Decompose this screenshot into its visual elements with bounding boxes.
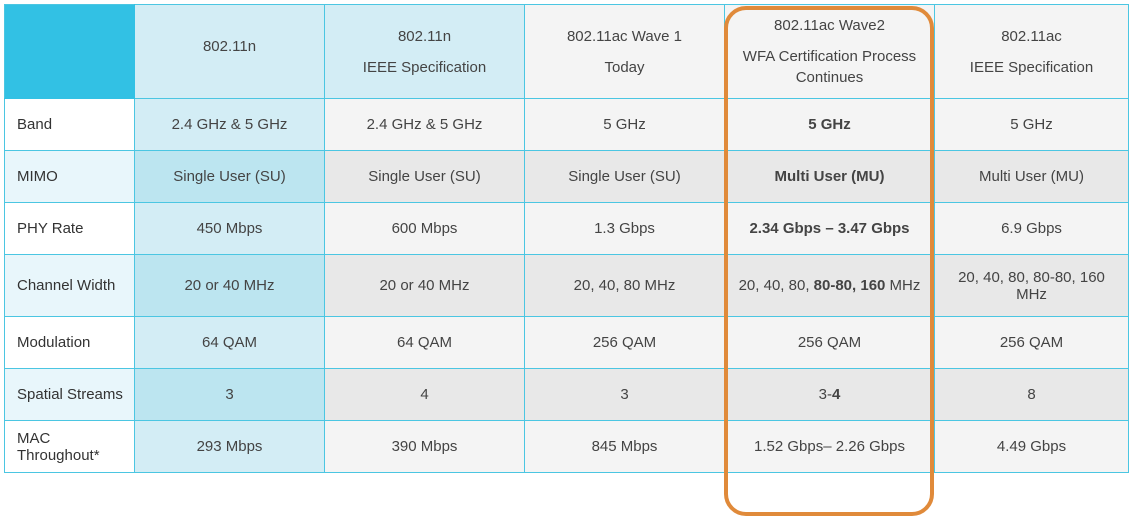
row-label: Band — [5, 99, 135, 151]
table-cell: 5 GHz — [725, 99, 935, 151]
header-corner — [5, 5, 135, 99]
row-label: Modulation — [5, 317, 135, 369]
table-cell: 2.4 GHz & 5 GHz — [325, 99, 525, 151]
table-row: Band2.4 GHz & 5 GHz2.4 GHz & 5 GHz5 GHz5… — [5, 99, 1129, 151]
table-cell: 64 QAM — [135, 317, 325, 369]
table-cell: 64 QAM — [325, 317, 525, 369]
col-subtitle: IEEE Specification — [943, 57, 1120, 78]
col-subtitle: WFA Certification Process Continues — [733, 46, 926, 88]
col-header-ac-ieee: 802.11ac IEEE Specification — [935, 5, 1129, 99]
col-header-80211n-b: 802.11n IEEE Specification — [325, 5, 525, 99]
col-title: 802.11n — [333, 26, 516, 47]
table-cell: 20 or 40 MHz — [135, 255, 325, 317]
comparison-table: 802.11n 802.11n IEEE Specification 802.1… — [4, 4, 1129, 473]
table-cell: 8 — [935, 369, 1129, 421]
table-row: Spatial Streams3433-48 — [5, 369, 1129, 421]
row-label: Spatial Streams — [5, 369, 135, 421]
row-label: PHY Rate — [5, 203, 135, 255]
table-cell: 20 or 40 MHz — [325, 255, 525, 317]
table-cell: Multi User (MU) — [935, 151, 1129, 203]
table-cell: 2.34 Gbps – 3.47 Gbps — [725, 203, 935, 255]
table-row: Channel Width20 or 40 MHz20 or 40 MHz20,… — [5, 255, 1129, 317]
table-cell: 845 Mbps — [525, 421, 725, 473]
table-header: 802.11n 802.11n IEEE Specification 802.1… — [5, 5, 1129, 99]
table-cell: 3-4 — [725, 369, 935, 421]
col-title: 802.11ac Wave 1 — [533, 26, 716, 47]
table-cell: 20, 40, 80, 80-80, 160 MHz — [725, 255, 935, 317]
col-title: 802.11ac Wave2 — [733, 15, 926, 36]
table-row: Modulation64 QAM64 QAM256 QAM256 QAM256 … — [5, 317, 1129, 369]
table-cell: 3 — [135, 369, 325, 421]
table-cell: 293 Mbps — [135, 421, 325, 473]
table-cell: 4 — [325, 369, 525, 421]
table-cell: 6.9 Gbps — [935, 203, 1129, 255]
col-header-80211n-a: 802.11n — [135, 5, 325, 99]
row-label: MAC Throughout* — [5, 421, 135, 473]
table-body: Band2.4 GHz & 5 GHz2.4 GHz & 5 GHz5 GHz5… — [5, 99, 1129, 473]
table-cell: 600 Mbps — [325, 203, 525, 255]
table-cell: 1.3 Gbps — [525, 203, 725, 255]
table-cell: 450 Mbps — [135, 203, 325, 255]
table-cell: 256 QAM — [935, 317, 1129, 369]
table-row: MIMOSingle User (SU)Single User (SU)Sing… — [5, 151, 1129, 203]
table-cell: 2.4 GHz & 5 GHz — [135, 99, 325, 151]
table-cell: 256 QAM — [725, 317, 935, 369]
col-header-ac-wave2: 802.11ac Wave2 WFA Certification Process… — [725, 5, 935, 99]
table-cell: 5 GHz — [525, 99, 725, 151]
table-cell: 5 GHz — [935, 99, 1129, 151]
table-cell: 20, 40, 80 MHz — [525, 255, 725, 317]
table-row: MAC Throughout*293 Mbps390 Mbps845 Mbps1… — [5, 421, 1129, 473]
table-cell: 20, 40, 80, 80-80, 160 MHz — [935, 255, 1129, 317]
comparison-table-wrap: 802.11n 802.11n IEEE Specification 802.1… — [4, 4, 1128, 473]
table-cell: Single User (SU) — [135, 151, 325, 203]
table-cell: 390 Mbps — [325, 421, 525, 473]
row-label: MIMO — [5, 151, 135, 203]
col-title: 802.11n — [143, 36, 316, 57]
table-row: PHY Rate450 Mbps600 Mbps1.3 Gbps2.34 Gbp… — [5, 203, 1129, 255]
col-title: 802.11ac — [943, 26, 1120, 47]
col-subtitle: IEEE Specification — [333, 57, 516, 78]
table-cell: 1.52 Gbps– 2.26 Gbps — [725, 421, 935, 473]
row-label: Channel Width — [5, 255, 135, 317]
col-subtitle: Today — [533, 57, 716, 78]
table-cell: Single User (SU) — [525, 151, 725, 203]
table-cell: Single User (SU) — [325, 151, 525, 203]
table-cell: 3 — [525, 369, 725, 421]
table-cell: Multi User (MU) — [725, 151, 935, 203]
table-cell: 256 QAM — [525, 317, 725, 369]
col-header-ac-wave1: 802.11ac Wave 1 Today — [525, 5, 725, 99]
table-cell: 4.49 Gbps — [935, 421, 1129, 473]
